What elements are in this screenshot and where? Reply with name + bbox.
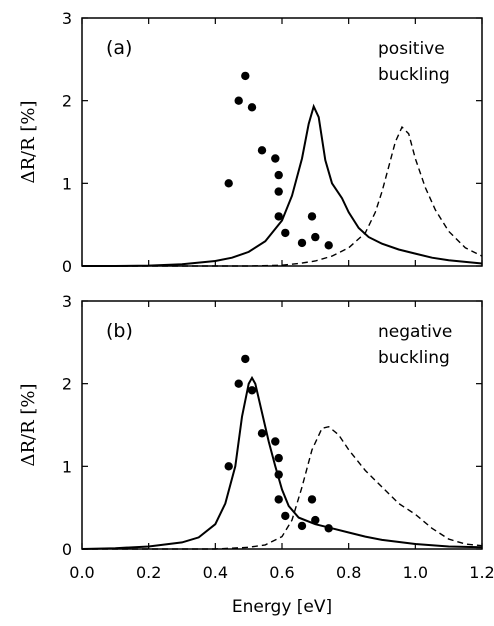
panel-b-y-tick-label-1: 1 <box>62 457 72 476</box>
panel-a-label: (a) <box>106 37 132 59</box>
panel-a-y-tick-label-1: 1 <box>62 174 72 193</box>
panel-b-y-axis-label: ΔR/R [%] <box>18 383 39 466</box>
panel-a-y-tick-label-3: 3 <box>62 9 72 28</box>
panel-b-dot-13 <box>324 524 333 533</box>
panel-a-dot-10 <box>297 238 307 248</box>
x-tick-label-2: 0.4 <box>203 563 228 582</box>
panel-b-dot-5 <box>271 437 280 446</box>
panel-b-y-tick-label-3: 3 <box>62 292 72 311</box>
panel-b-dot-12 <box>311 515 320 525</box>
panel-a-dot-0 <box>224 179 233 188</box>
panel-b-dot-0 <box>224 462 233 471</box>
panel-a-dot-1 <box>234 96 243 105</box>
panel-a: 0 1 2 3 (a) positive buckling <box>62 9 483 276</box>
panel-a-dot-8 <box>274 212 283 221</box>
panel-b-dot-3 <box>247 386 257 395</box>
x-tick-labels: 0.0 0.2 0.4 0.6 0.8 1.0 1.2 <box>69 563 494 582</box>
panel-b-dot-9 <box>281 511 290 521</box>
panel-b: 0 1 2 3 (b) negative buckling <box>62 292 483 559</box>
panel-a-y-axis-label: ΔR/R [%] <box>18 100 39 183</box>
panel-b-label: (b) <box>106 320 133 342</box>
x-tick-label-5: 1.0 <box>403 563 428 582</box>
panel-a-dashed-curve <box>82 125 483 267</box>
panel-a-dot-2 <box>241 71 250 81</box>
panel-b-annotation-line-1: negative <box>378 322 452 342</box>
x-axis-label: Energy [eV] <box>232 597 332 617</box>
panel-a-dot-13 <box>324 241 333 250</box>
panel-b-y-tick-label-0: 0 <box>62 540 72 559</box>
panel-b-dots <box>224 354 333 533</box>
x-tick-label-1: 0.2 <box>136 563 161 582</box>
panel-b-dot-11 <box>307 495 317 504</box>
panel-b-dashed-curve <box>82 425 483 550</box>
x-tick-label-3: 0.6 <box>269 563 294 582</box>
panel-b-ticks: 0 1 2 3 <box>62 292 483 559</box>
panel-b-dot-8 <box>274 495 283 504</box>
panel-a-dot-11 <box>307 212 317 221</box>
panel-b-dot-10 <box>297 521 307 531</box>
panel-a-y-tick-label-0: 0 <box>62 257 72 276</box>
panel-a-solid-curve <box>82 103 483 267</box>
panel-a-dot-4 <box>257 146 267 155</box>
panel-b-dot-4 <box>257 429 267 438</box>
panel-a-dot-12 <box>311 232 320 242</box>
x-tick-label-4: 0.8 <box>336 563 361 582</box>
panel-b-annotation-line-2: buckling <box>378 348 450 368</box>
panel-a-dot-5 <box>271 154 280 163</box>
x-tick-label-0: 0.0 <box>69 563 94 582</box>
panel-b-solid-curve <box>81 375 483 550</box>
x-tick-label-6: 1.2 <box>469 563 494 582</box>
panel-a-dot-7 <box>274 187 283 196</box>
panel-a-annotation-line-2: buckling <box>378 65 450 85</box>
panel-a-dot-3 <box>247 103 257 112</box>
panel-a-dots <box>224 71 333 250</box>
panel-b-dot-2 <box>241 354 250 364</box>
panel-b-y-tick-label-2: 2 <box>62 375 72 394</box>
panel-a-annotation-line-1: positive <box>378 39 445 59</box>
panel-a-y-tick-label-2: 2 <box>62 92 72 111</box>
panel-b-dot-1 <box>234 379 243 388</box>
panel-b-dot-7 <box>274 470 283 479</box>
panel-b-dot-6 <box>274 453 283 463</box>
panel-a-dot-6 <box>274 170 283 180</box>
panel-a-dot-9 <box>281 228 290 238</box>
